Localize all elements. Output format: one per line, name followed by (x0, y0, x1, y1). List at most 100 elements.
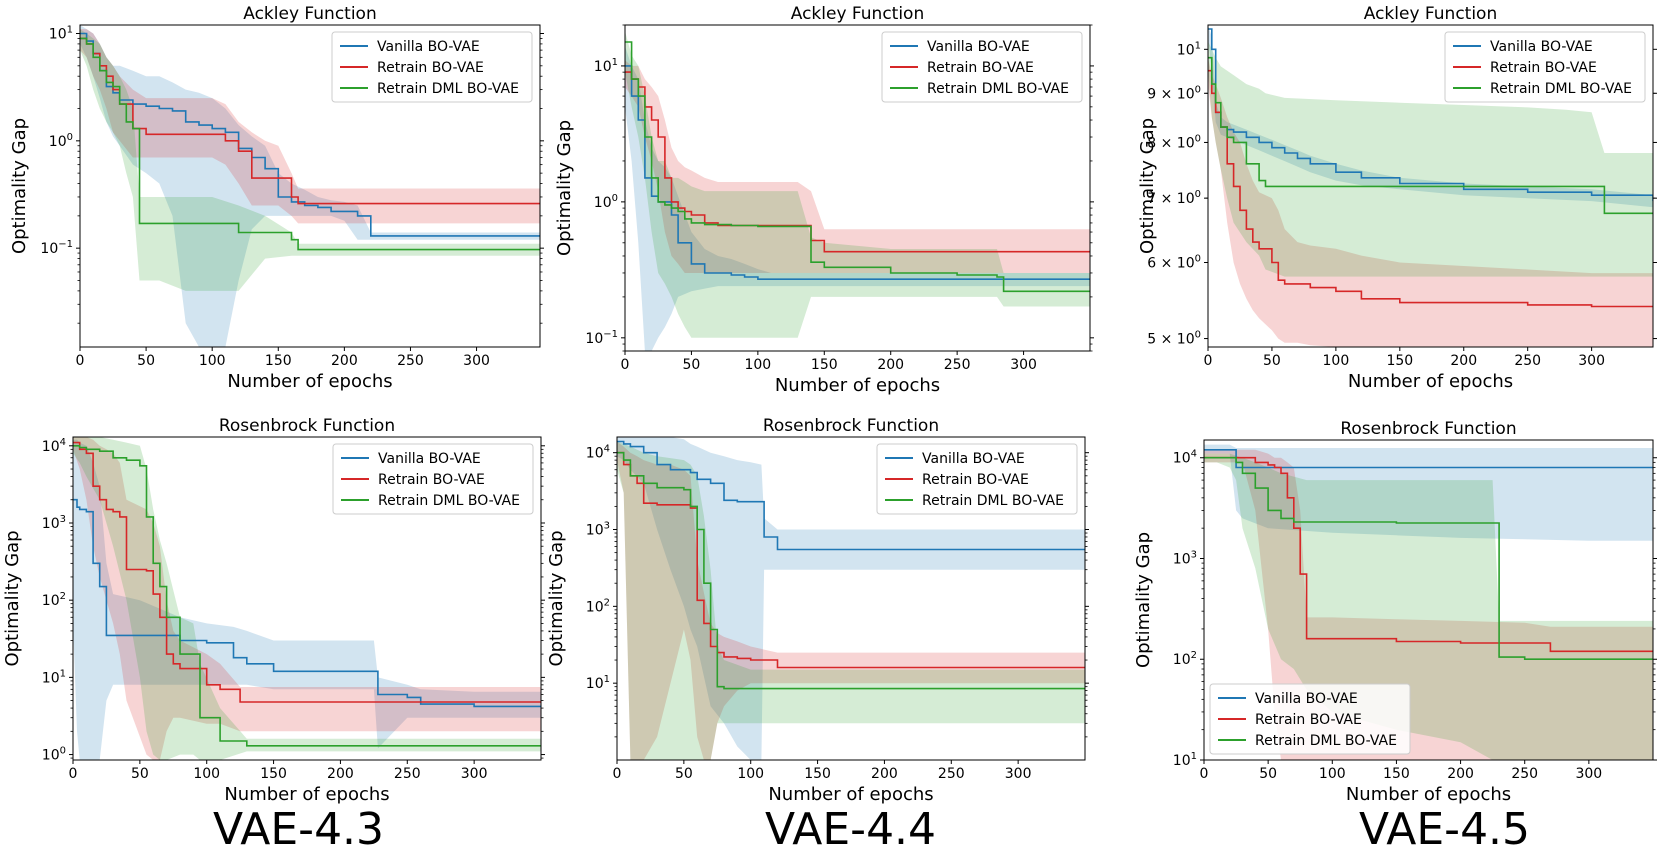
line-vanilla-bo-vae (80, 32, 540, 237)
plot-area (1204, 444, 1653, 760)
y-tick-label: 100 (42, 746, 66, 764)
y-tick-label: 104 (1173, 449, 1197, 467)
x-tick-label: 50 (683, 357, 701, 373)
x-tick-label: 150 (811, 357, 838, 373)
line-vanilla-bo-vae (1204, 449, 1653, 469)
chart-title: Ackley Function (1364, 4, 1497, 24)
x-tick-label: 100 (744, 357, 771, 373)
line-retrain-bo-vae (73, 441, 541, 703)
legend-entry: Vanilla BO-VAE (1490, 39, 1593, 55)
chart-title: Rosenbrock Function (1340, 419, 1516, 439)
chart-panel-6: 0 50 100 150 200 250 300 104 103 102 101 Rosenbrock… (1133, 419, 1657, 805)
chart-title: Ackley Function (243, 4, 376, 24)
plot-area (73, 437, 541, 760)
line-retrain-bo-vae (1204, 456, 1653, 653)
x-tick-label: 300 (1005, 766, 1032, 782)
legend: Vanilla BO-VAE Retrain BO-VAE Retrain DML … (881, 31, 1083, 103)
x-tick-label: 150 (260, 766, 287, 782)
band-retrain-bo-vae (617, 441, 1085, 760)
x-tick-label: 300 (463, 353, 490, 369)
x-axis-label: Number of epochs (1348, 371, 1513, 392)
band-retrain-dml-bo-vae (617, 441, 1085, 760)
x-tick-label: 100 (1319, 766, 1346, 782)
legend-entry: Retrain BO-VAE (922, 472, 1029, 488)
x-axis-label: Number of epochs (227, 371, 392, 392)
y-tick-label: 6 × 100 (1147, 253, 1201, 271)
x-tick-label: 50 (675, 766, 693, 782)
y-tick-label: 7 × 100 (1147, 189, 1201, 207)
y-tick-label: 102 (1173, 650, 1197, 668)
band-retrain-bo-vae (1208, 57, 1653, 347)
x-tick-label: 200 (1450, 353, 1477, 369)
axes-frame (72, 436, 542, 761)
y-axis-label: Optimality Gap (546, 530, 567, 666)
band-vanilla-bo-vae (1208, 25, 1653, 208)
column-label-vae-4-3: VAE-4.3 (213, 804, 385, 855)
x-tick-label: 0 (69, 766, 78, 782)
plot-area (617, 437, 1085, 760)
line-retrain-dml-bo-vae (1208, 56, 1653, 215)
x-tick-label: 250 (394, 766, 421, 782)
x-tick-label: 0 (1200, 766, 1209, 782)
plot-area (625, 31, 1090, 351)
axes-frame (624, 24, 1091, 352)
legend-entry: Retrain DML BO-VAE (1255, 733, 1397, 749)
legend-entry: Retrain DML BO-VAE (922, 493, 1064, 509)
legend-entry: Vanilla BO-VAE (377, 39, 480, 55)
legend-entry: Vanilla BO-VAE (922, 451, 1025, 467)
band-retrain-dml-bo-vae (625, 31, 1090, 338)
x-tick-label: 250 (1514, 353, 1541, 369)
x-tick-label: 0 (613, 766, 622, 782)
chart-title: Ackley Function (791, 4, 924, 24)
line-retrain-dml-bo-vae (617, 451, 1085, 690)
y-tick-label: 101 (586, 674, 610, 692)
x-tick-label: 300 (1010, 357, 1037, 373)
band-retrain-dml-bo-vae (73, 437, 541, 760)
x-tick-label: 100 (1323, 353, 1350, 369)
x-tick-label: 200 (331, 353, 358, 369)
legend-box (1444, 31, 1646, 103)
x-tick-label: 100 (199, 353, 226, 369)
y-tick-label: 5 × 100 (1147, 330, 1201, 348)
line-vanilla-bo-vae (625, 65, 1090, 280)
band-retrain-dml-bo-vae (1208, 41, 1653, 277)
x-tick-label: 100 (737, 766, 764, 782)
legend: Vanilla BO-VAE Retrain BO-VAE Retrain DML … (331, 31, 533, 103)
band-vanilla-bo-vae (80, 25, 540, 347)
legend-box (876, 443, 1078, 515)
band-retrain-dml-bo-vae (1204, 453, 1653, 760)
y-tick-label: 101 (594, 57, 618, 75)
legend-box (332, 443, 534, 515)
y-tick-label: 104 (42, 437, 66, 455)
x-axis-label: Number of epochs (224, 784, 389, 805)
x-tick-label: 150 (1386, 353, 1413, 369)
y-tick-label: 101 (42, 668, 66, 686)
x-tick-label: 150 (804, 766, 831, 782)
legend-entry: Vanilla BO-VAE (927, 39, 1030, 55)
legend-entry: Retrain DML BO-VAE (1490, 81, 1632, 97)
legend-entry: Vanilla BO-VAE (378, 451, 481, 467)
x-tick-label: 300 (461, 766, 488, 782)
chart-title: Rosenbrock Function (219, 416, 395, 436)
legend-entry: Retrain BO-VAE (1490, 60, 1597, 76)
line-retrain-dml-bo-vae (80, 37, 540, 251)
y-tick-label: 103 (586, 521, 610, 539)
plot-area (1208, 25, 1653, 347)
legend-entry: Retrain BO-VAE (377, 60, 484, 76)
axes-frame (1207, 24, 1654, 348)
band-retrain-bo-vae (73, 437, 541, 760)
x-tick-label: 0 (76, 353, 85, 369)
x-tick-label: 50 (1259, 766, 1277, 782)
legend: Vanilla BO-VAE Retrain BO-VAE Retrain DML … (876, 443, 1078, 515)
y-axis-label: Optimality Gap (554, 120, 575, 256)
line-retrain-bo-vae (617, 451, 1085, 669)
y-axis-label: Optimality Gap (9, 118, 30, 254)
y-tick-label: 102 (42, 591, 66, 609)
chart-panel-3: 0 50 100 150 200 250 300 101 9 × 100 8 × 100 7 × 1… (1137, 4, 1657, 392)
legend: Vanilla BO-VAE Retrain BO-VAE Retrain DML … (1209, 683, 1411, 755)
x-tick-label: 100 (193, 766, 220, 782)
x-tick-label: 150 (1383, 766, 1410, 782)
y-tick-label: 10−1 (585, 329, 618, 347)
line-retrain-dml-bo-vae (1204, 456, 1653, 660)
legend-entry: Vanilla BO-VAE (1255, 691, 1358, 707)
